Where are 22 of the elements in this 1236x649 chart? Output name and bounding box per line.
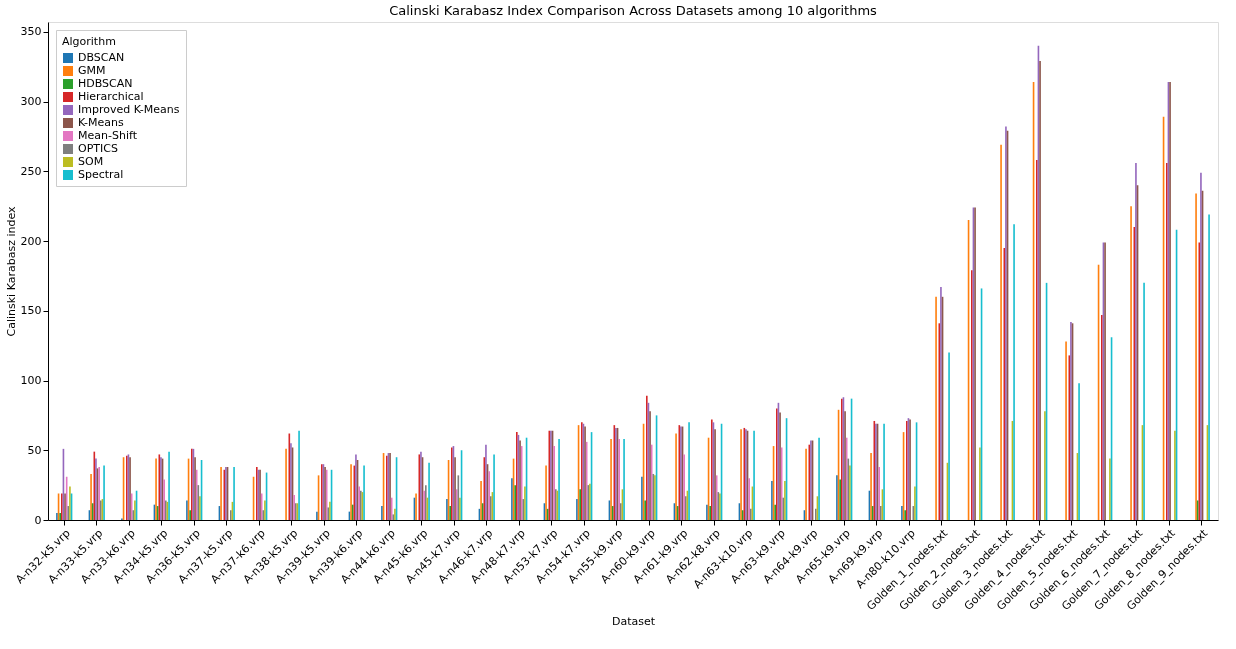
legend-label: OPTICS [78,142,118,155]
legend-title: Algorithm [62,35,116,48]
y-tick-label: 50 [27,443,42,457]
y-tick-label: 250 [20,164,42,178]
y-tick-label: 300 [20,95,42,109]
y-tick-label: 350 [20,25,42,39]
y-axis-title: Calinski Karabasz index [4,206,18,337]
legend-label: Spectral [78,168,124,181]
legend-label: Improved K-Means [78,103,180,116]
legend-label: Mean-Shift [78,129,138,142]
x-axis-title: Dataset [611,615,656,629]
legend-label: K-Means [78,116,124,129]
legend-label: Hierarchical [78,90,144,103]
y-tick-label: 100 [20,374,42,387]
legend-label: SOM [78,155,104,168]
y-tick-label: 150 [20,304,42,318]
legend-label: GMM [78,64,106,77]
y-tick-label: 200 [20,234,42,248]
y-tick-label: 0 [34,513,42,527]
legend-label: HDBSCAN [78,77,133,90]
legend-label: DBSCAN [78,51,125,64]
chart-title: Calinski Karabasz Index Comparison Across Datasets among 10 algorithms [389,3,878,18]
